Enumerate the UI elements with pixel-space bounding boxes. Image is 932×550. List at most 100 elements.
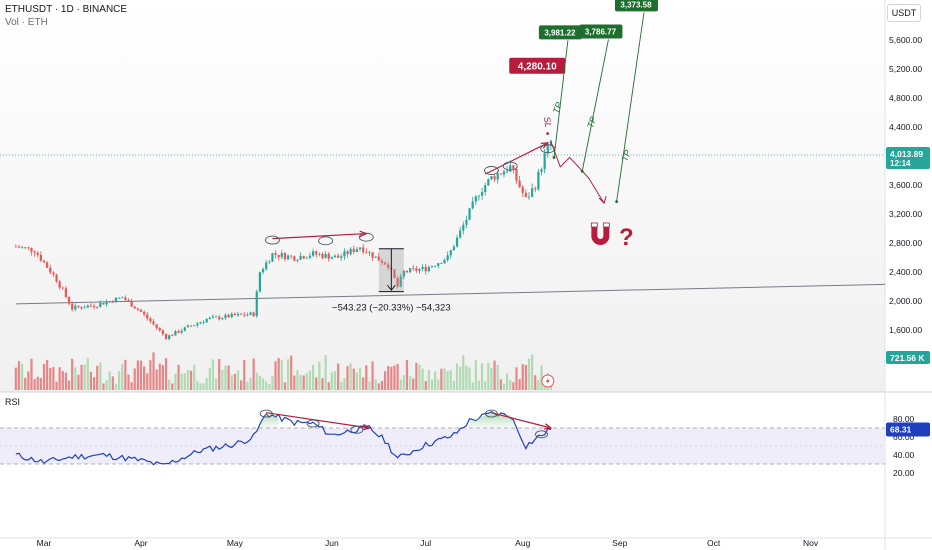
candle-body [374, 256, 377, 258]
volume-bar [374, 379, 377, 390]
volume-bar [246, 381, 249, 390]
stop-loss-value: 4,280.10 [518, 62, 557, 73]
volume-bar [434, 371, 437, 390]
candle-body [540, 169, 543, 172]
trade-annotations[interactable]: −543.23 (−20.33%) −54,323 4,280.10 SL 3,981… [259, 0, 658, 439]
rsi-swing-circle [306, 419, 320, 428]
stop-loss-tag [509, 57, 566, 74]
volume-bar [299, 374, 302, 390]
price-tick-label: 4,800.00 [889, 93, 922, 103]
rsi-divergence-arrow-2 [491, 412, 552, 429]
countdown-value: 12:14 [890, 159, 911, 168]
volume-bar [177, 364, 180, 390]
candle-body [484, 185, 487, 193]
volume-bar [265, 381, 268, 390]
volume-bar [355, 372, 359, 390]
rsi-band [0, 427, 885, 465]
candle-body [136, 308, 139, 310]
candle-body [127, 300, 130, 302]
candle-body [121, 297, 124, 299]
volume-bar [208, 367, 211, 390]
price-axis[interactable]: 5,600.005,200.004,800.004,400.004,000.00… [889, 35, 922, 478]
swing-high-circle [264, 235, 280, 245]
candle-body [46, 262, 49, 268]
rsi-tick-label: 60.00 [893, 432, 915, 442]
candle-body [340, 256, 343, 258]
volume-bar [358, 367, 362, 390]
volume-bar [524, 364, 527, 390]
tp-dot-2 [580, 169, 584, 173]
candle-body [524, 192, 527, 197]
volume-bar [227, 365, 230, 390]
volume-bar [36, 376, 39, 390]
symbol-title[interactable]: ETHUSDT · 1D · BINANCE [5, 4, 128, 15]
volume-bar [111, 376, 114, 390]
rsi-band-fill [0, 428, 885, 464]
volume-bar [92, 377, 96, 390]
time-tick-label: Mar [37, 538, 52, 548]
candle-body [39, 254, 42, 261]
candle-body [283, 253, 287, 260]
volume-bar [534, 375, 537, 390]
candle-body [308, 255, 312, 258]
candle-body [252, 312, 255, 317]
volume-bar [77, 374, 80, 390]
candle-body [424, 266, 427, 272]
candle-body [224, 314, 227, 319]
volume-bar [362, 377, 365, 390]
volume-bar [20, 363, 24, 390]
sl-label: SL [542, 116, 554, 129]
currency-button[interactable]: USDT [887, 4, 921, 22]
candle-body [193, 325, 196, 327]
volume-bar [449, 370, 452, 390]
volume-bar [293, 375, 296, 390]
candle-body [64, 288, 68, 297]
candle-body [311, 251, 315, 256]
volume-bar [143, 366, 146, 390]
candle-body [42, 260, 46, 263]
candle-body [421, 266, 424, 270]
volume-bar [114, 383, 118, 390]
volume-bar [380, 380, 384, 390]
volume-bar [283, 382, 287, 390]
candle-body [286, 255, 290, 260]
volume-bar [74, 367, 77, 390]
volume-bar [61, 371, 64, 390]
volume-bar [402, 375, 405, 390]
volume-bar [427, 370, 430, 390]
volume-bar [430, 379, 434, 390]
volume-bar [42, 363, 46, 390]
price-tick-label: 3,200.00 [889, 209, 922, 219]
tp-label-2: TP [585, 115, 598, 129]
candle-body [133, 306, 136, 309]
rsi-indicator-label[interactable]: RSI [5, 397, 21, 407]
volume-bar [252, 358, 255, 390]
candle-body [434, 265, 437, 267]
volume-indicator-label[interactable]: Vol · ETH [5, 17, 48, 28]
price-tick-label: 2,000.00 [889, 296, 922, 306]
candle-body [67, 296, 71, 304]
candle-body [449, 250, 452, 256]
candle-body [20, 247, 24, 249]
candle-body [202, 322, 205, 323]
volume-bar [393, 365, 396, 390]
candle-body [71, 303, 74, 310]
volume-bar [502, 383, 506, 390]
volume-bar [418, 364, 421, 390]
candle-body [358, 247, 362, 250]
candle-body [105, 301, 108, 305]
support-trendline[interactable] [15, 283, 886, 305]
candle-body [408, 268, 412, 273]
candle-body [218, 316, 221, 320]
rsi-swing-circle [259, 409, 273, 418]
volume-bar [302, 375, 305, 390]
candle-body [30, 247, 33, 252]
candle-body [321, 254, 324, 258]
volume-bar [55, 381, 58, 390]
candle-body [446, 255, 449, 261]
time-axis[interactable]: Mar Apr May Jun Jul Aug Sep Oct Nov [37, 538, 819, 548]
time-tick-label: May [227, 538, 244, 548]
candle-body [102, 302, 105, 305]
candle-body [377, 256, 380, 261]
